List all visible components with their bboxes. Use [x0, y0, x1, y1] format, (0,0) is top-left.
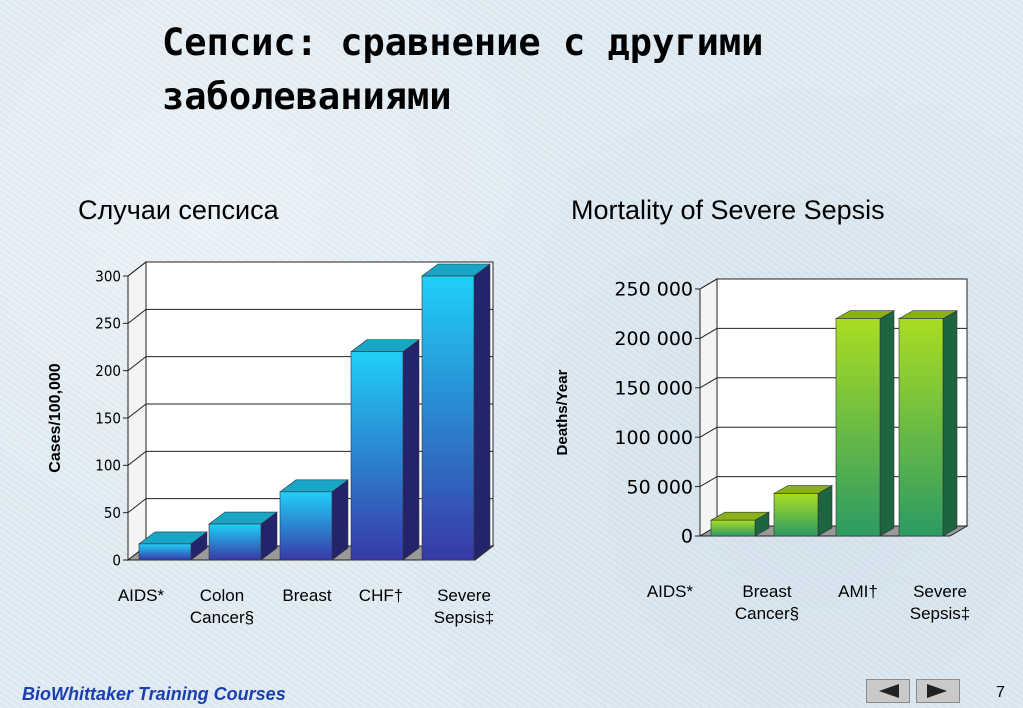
x-category-label: Severe: [913, 582, 967, 601]
bar-side: [879, 310, 895, 537]
y-tick-label: 150 000: [614, 377, 693, 399]
x-category-label-line2: Sepsis‡: [910, 604, 970, 623]
bar-front: [350, 351, 404, 561]
next-slide-button[interactable]: [916, 679, 960, 703]
bar: [279, 479, 349, 561]
y-tick-label: 100: [95, 457, 121, 475]
y-tick-label: 100 000: [614, 427, 693, 449]
arrow-left-icon: [879, 684, 899, 698]
bar-front: [835, 318, 881, 537]
gridline: [127, 261, 493, 277]
y-tick-label: 50 000: [627, 476, 693, 498]
y-tick-label: 150: [95, 409, 121, 427]
x-category-label: Breast: [282, 586, 331, 605]
y-axis-label: Deaths/Year: [554, 369, 571, 455]
x-category-label-line2: Sepsis‡: [434, 608, 494, 627]
bar: [138, 531, 208, 561]
x-category-label: AIDS*: [647, 582, 694, 601]
bar-side: [817, 484, 833, 537]
bar: [709, 511, 771, 537]
gridline: [699, 278, 967, 290]
bar-side: [942, 310, 958, 537]
slide-title-line-2: заболеваниями: [162, 75, 452, 118]
bar-front: [138, 543, 192, 561]
bar: [421, 263, 491, 561]
x-category-label-line2: Cancer§: [735, 604, 799, 623]
bar-front: [898, 318, 944, 537]
y-tick-label: 50: [104, 504, 121, 522]
y-tick-label: 200 000: [614, 328, 693, 350]
x-category-label: Severe: [437, 586, 491, 605]
bar-front: [421, 275, 475, 561]
bar: [897, 310, 959, 537]
bar-front: [773, 493, 819, 537]
x-category-label: AIDS*: [118, 586, 165, 605]
bar: [208, 511, 278, 561]
arrow-right-icon: [927, 684, 947, 698]
page-number: 7: [996, 684, 1005, 701]
bar: [772, 484, 834, 537]
previous-slide-button[interactable]: [866, 679, 910, 703]
y-tick-label: 300: [95, 267, 121, 285]
plot-side-wall: [699, 278, 718, 537]
y-tick-label: 0: [681, 526, 693, 548]
y-axis-label: Cases/100,000: [47, 363, 64, 473]
bar-front: [710, 519, 756, 537]
y-tick-label: 0: [112, 551, 121, 569]
slide-title: Сепсис: сравнение с другими заболеваниям…: [162, 16, 862, 124]
bar-front: [208, 523, 262, 561]
y-tick-label: 250: [95, 315, 121, 333]
chart-left-title: Случаи сепсиса: [78, 195, 279, 225]
y-tick-label: 250 000: [614, 279, 693, 301]
bar-front: [279, 491, 333, 561]
y-tick-label: 200: [95, 362, 121, 380]
x-category-label: Breast: [742, 582, 791, 601]
slide-title-line-1: Сепсис: сравнение с другими: [162, 21, 764, 64]
x-category-label: AMI†: [838, 582, 878, 601]
gridline: [127, 308, 493, 324]
bar: [834, 310, 896, 537]
chart-right-title: Mortality of Severe Sepsis: [571, 195, 885, 225]
x-category-label-line2: Cancer§: [190, 608, 254, 627]
footer-course-name: BioWhittaker Training Courses: [22, 684, 286, 704]
x-category-label: CHF†: [359, 586, 403, 605]
bar: [350, 339, 420, 561]
x-category-label: Colon: [200, 586, 244, 605]
